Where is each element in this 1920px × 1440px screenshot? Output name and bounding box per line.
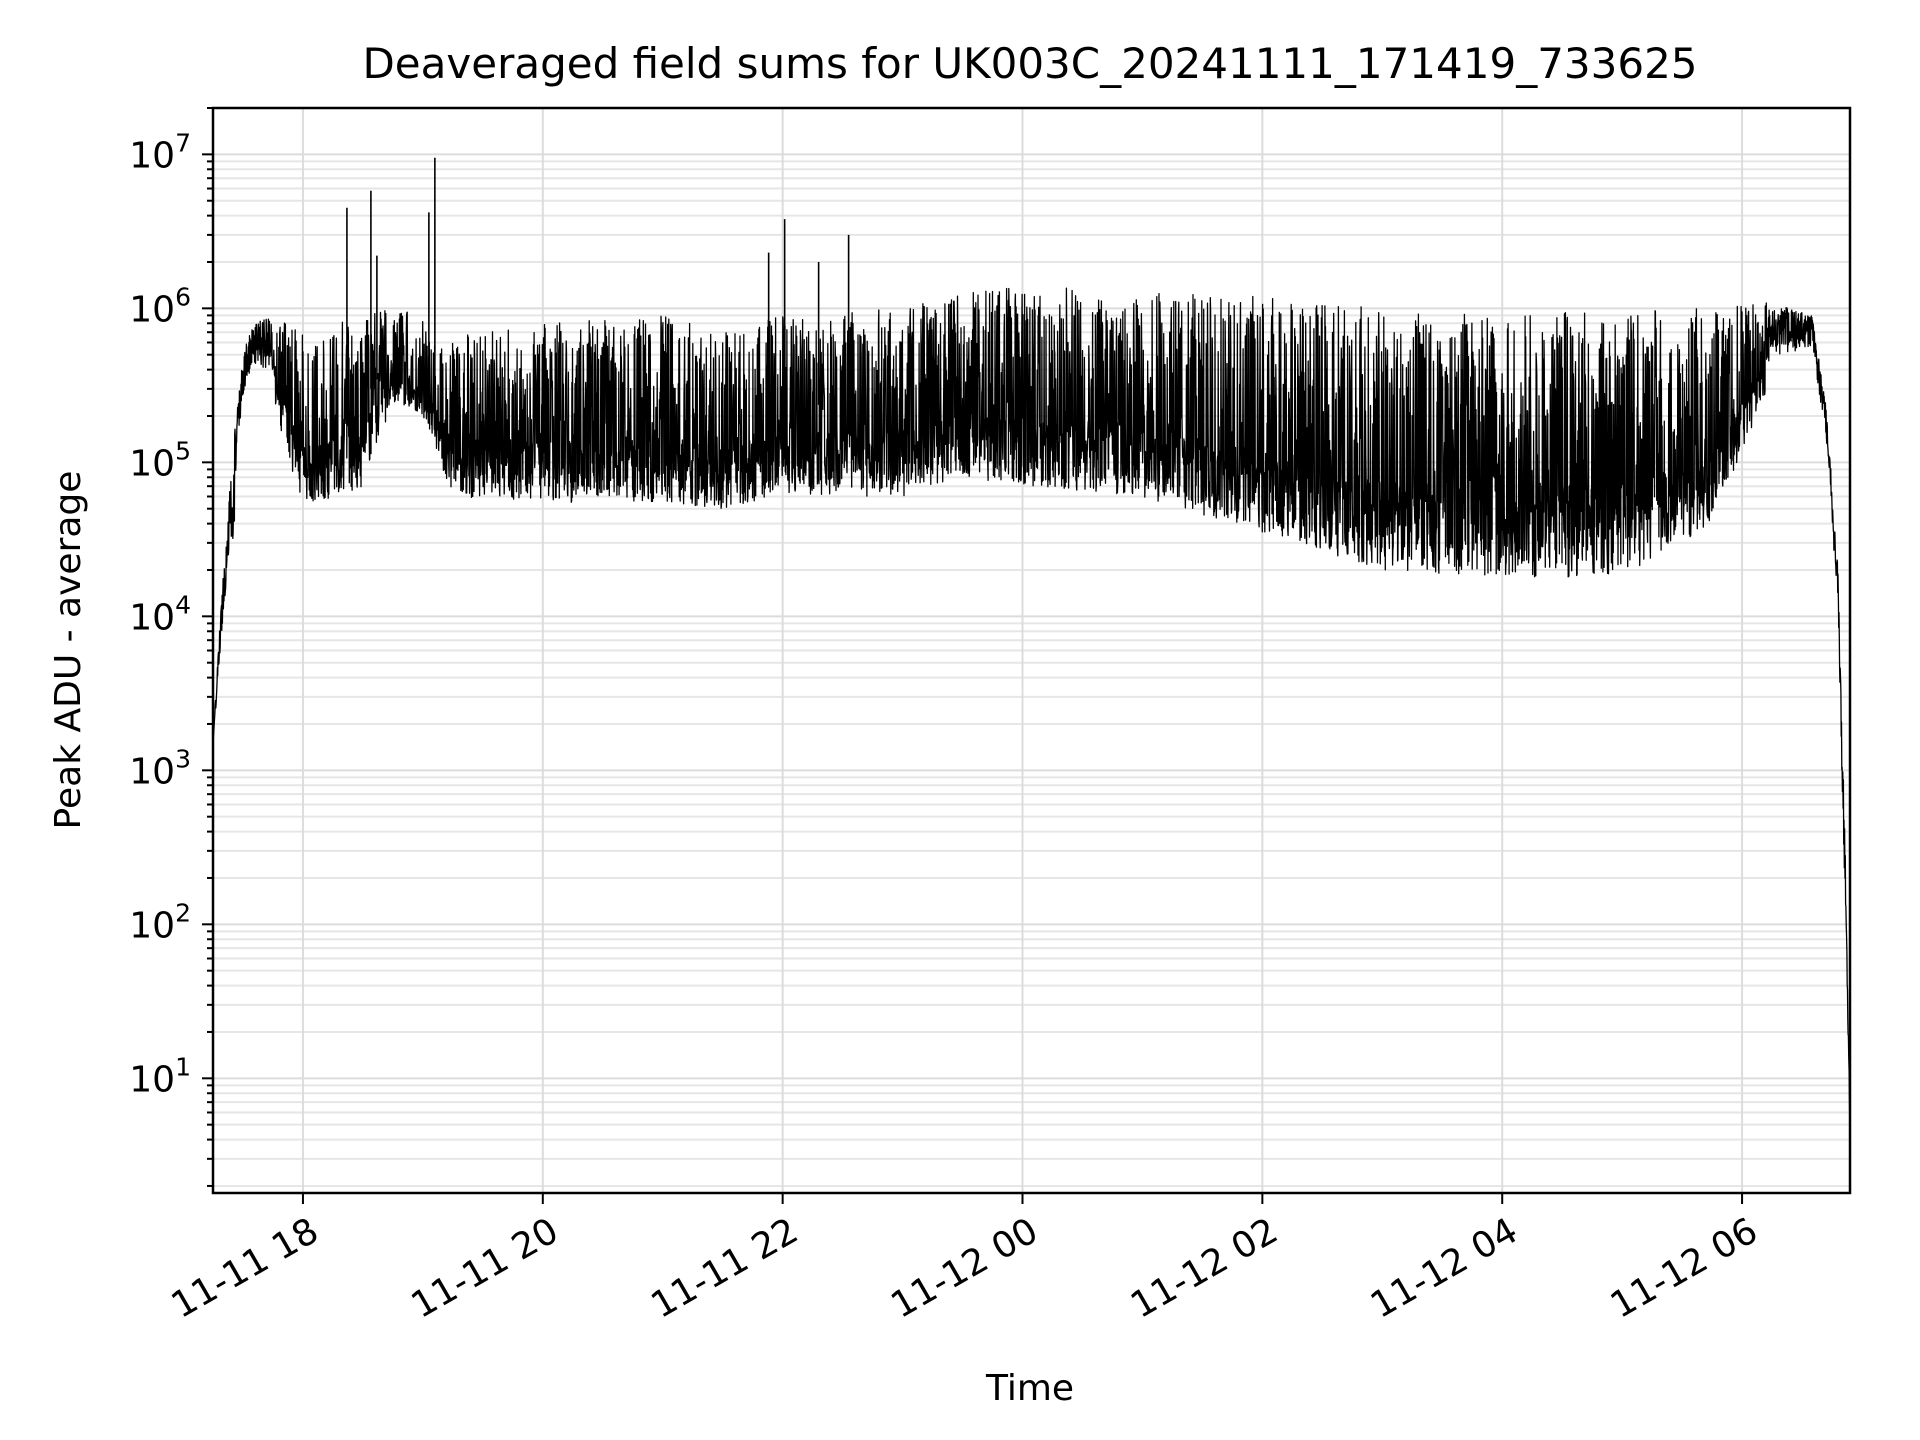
chart-title: Deaveraged field sums for UK003C_2024111… (362, 39, 1697, 88)
y-tick-label: 104 (129, 590, 191, 638)
y-tick-label: 107 (129, 128, 191, 176)
y-axis-label: Peak ADU - average (48, 471, 89, 830)
y-tick-label: 103 (129, 744, 191, 792)
y-tick-label: 101 (129, 1052, 191, 1100)
y-tick-label: 105 (129, 436, 191, 484)
series-layer (212, 157, 1851, 1133)
series-line (212, 287, 1851, 1133)
y-tick-label: 102 (129, 898, 191, 946)
y-tick-label: 106 (129, 282, 191, 330)
x-axis-label: Time (985, 1368, 1074, 1409)
